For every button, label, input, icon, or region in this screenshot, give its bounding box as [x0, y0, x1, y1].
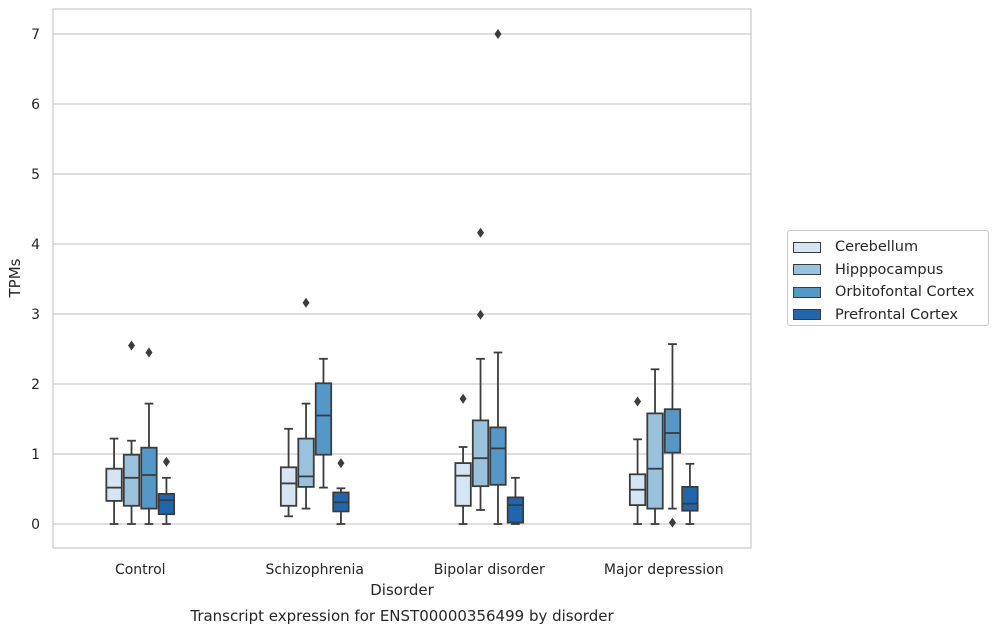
- box-group: [489, 29, 507, 525]
- box: [489, 426, 507, 486]
- box-group: [454, 393, 472, 525]
- box-group: [297, 297, 315, 510]
- box: [122, 453, 141, 507]
- box: [681, 485, 699, 512]
- box: [646, 412, 664, 510]
- box-group: [279, 427, 298, 518]
- y-tick-label: 2: [31, 377, 40, 393]
- y-tick-label: 3: [31, 307, 40, 323]
- y-tick-label: 1: [31, 447, 40, 463]
- box-group: [157, 456, 176, 525]
- box-group: [681, 462, 699, 525]
- y-tick-label: 6: [31, 97, 40, 113]
- legend-item: Cerebellum: [793, 236, 988, 259]
- legend-label: Prefrontal Cortex: [835, 306, 958, 323]
- legend-swatch: [793, 241, 821, 253]
- outlier-point: [459, 393, 467, 404]
- box: [663, 408, 682, 454]
- legend-swatch: [793, 286, 821, 298]
- x-tick-label: Schizophrenia: [266, 562, 364, 578]
- box: [471, 419, 490, 488]
- box-group: [105, 437, 123, 525]
- outlier-point: [302, 297, 310, 308]
- y-tick-label: 5: [31, 167, 40, 183]
- outlier-point: [128, 340, 136, 351]
- x-tick-label: Bipolar disorder: [434, 562, 545, 578]
- legend-swatch: [793, 264, 821, 276]
- box-group: [332, 458, 350, 525]
- box-group: [471, 227, 490, 511]
- box-group: [506, 476, 525, 525]
- outlier-point: [477, 227, 485, 238]
- outlier-point: [337, 458, 345, 469]
- box: [105, 467, 123, 502]
- legend-item: Hipppocampus: [793, 259, 988, 282]
- box-group: [122, 340, 141, 525]
- legend-label: Cerebellum: [835, 239, 919, 256]
- y-axis-label: TPMs: [6, 258, 24, 298]
- box-group: [140, 347, 158, 525]
- y-tick-label: 7: [31, 27, 40, 43]
- outlier-point: [477, 309, 485, 320]
- outlier-point: [634, 396, 642, 407]
- box: [506, 496, 525, 524]
- chart-title: Transcript expression for ENST0000035649…: [189, 607, 614, 625]
- box: [297, 437, 315, 488]
- x-tick-label: Major depression: [604, 562, 724, 578]
- legend-label: Orbitofontal Cortex: [835, 284, 975, 301]
- y-tick-label: 4: [31, 237, 40, 253]
- x-tick-label: Control: [115, 562, 166, 578]
- box-group: [646, 368, 664, 525]
- legend-label: Hipppocampus: [835, 261, 944, 278]
- legend-item: Prefrontal Cortex: [793, 304, 988, 327]
- outlier-point: [668, 517, 676, 528]
- legend-swatch: [793, 309, 821, 321]
- legend-item: Orbitofontal Cortex: [793, 281, 988, 304]
- legend: Cerebellum Hipppocampus Orbitofontal Corte…: [787, 230, 989, 326]
- plot-frame: [52, 8, 752, 549]
- x-axis-label: Disorder: [370, 581, 434, 599]
- box-group: [314, 357, 333, 489]
- outlier-point: [494, 29, 502, 39]
- box: [140, 446, 158, 510]
- box-group: [628, 396, 647, 525]
- outlier-point: [162, 456, 170, 467]
- box: [157, 492, 176, 516]
- outlier-point: [145, 347, 153, 358]
- box: [279, 466, 298, 507]
- box: [454, 462, 472, 507]
- y-tick-label: 0: [31, 517, 40, 533]
- box: [314, 382, 333, 456]
- box-group: [663, 343, 682, 528]
